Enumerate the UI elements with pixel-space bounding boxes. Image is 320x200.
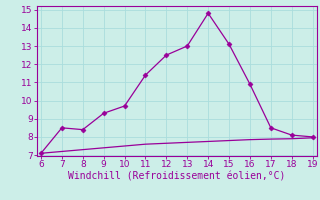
X-axis label: Windchill (Refroidissement éolien,°C): Windchill (Refroidissement éolien,°C) bbox=[68, 172, 285, 182]
